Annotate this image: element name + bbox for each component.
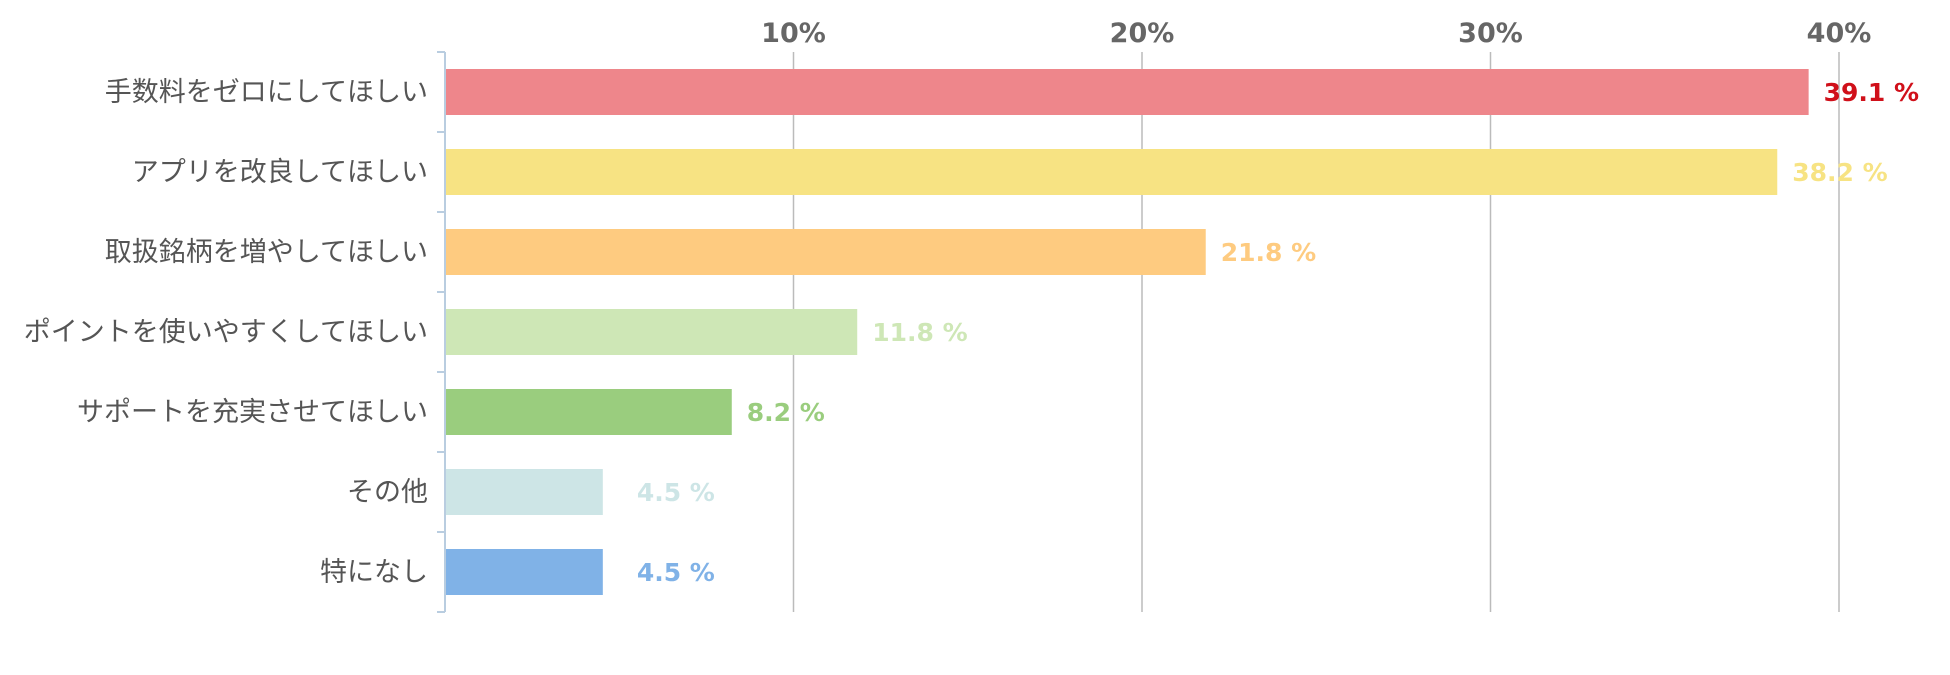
value-label: 21.8 % — [1221, 238, 1316, 267]
category-label: 特になし — [320, 557, 428, 588]
value-label: 39.1 % — [1824, 78, 1919, 107]
bar-4 — [446, 309, 858, 355]
bar-5 — [446, 389, 732, 435]
value-label: 8.2 % — [747, 398, 825, 427]
bar-1 — [446, 69, 1809, 115]
category-label: 取扱銘柄を増やしてほしい — [105, 237, 428, 268]
bar-7 — [446, 549, 603, 595]
x-tick-label: 10% — [761, 18, 826, 49]
category-label: ポイントを使いやすくしてほしい — [24, 317, 428, 348]
value-label: 4.5 % — [637, 478, 715, 507]
bar-2 — [446, 149, 1778, 195]
category-label: その他 — [347, 477, 428, 508]
category-label: 手数料をゼロにしてほしい — [105, 77, 428, 108]
value-label: 4.5 % — [637, 558, 715, 587]
bar-3 — [446, 229, 1206, 275]
x-tick-label: 40% — [1807, 18, 1872, 49]
x-tick-label: 30% — [1458, 18, 1523, 49]
bar-6 — [446, 469, 603, 515]
category-label: アプリを改良してほしい — [132, 157, 428, 188]
category-label: サポートを充実させてほしい — [77, 397, 428, 428]
value-label: 38.2 % — [1792, 158, 1887, 187]
value-label: 11.8 % — [872, 318, 967, 347]
x-tick-label: 20% — [1110, 18, 1175, 49]
